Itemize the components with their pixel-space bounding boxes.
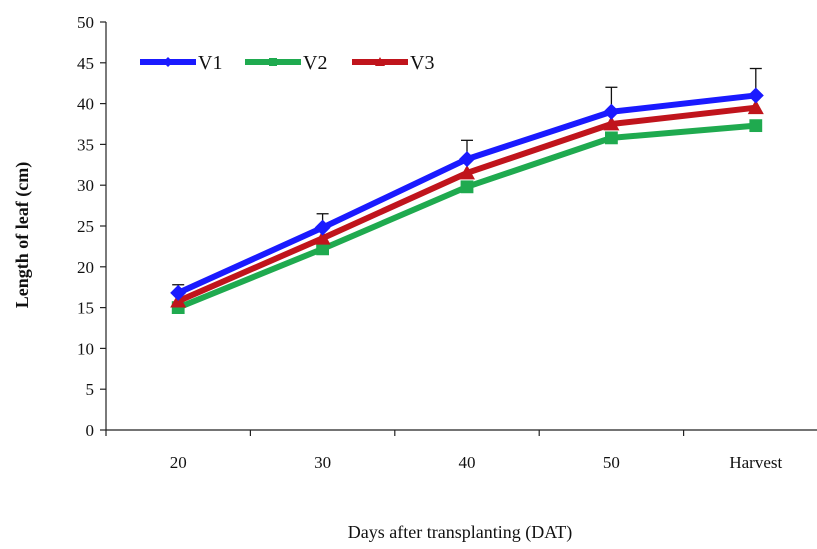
x-axis-title: Days after transplanting (DAT) bbox=[348, 522, 572, 543]
legend-label: V1 bbox=[198, 52, 222, 74]
legend-label: V2 bbox=[303, 52, 327, 74]
legend-label: V3 bbox=[410, 52, 434, 74]
data-point bbox=[603, 103, 620, 120]
data-point bbox=[605, 131, 618, 145]
y-tick-label: 25 bbox=[77, 217, 94, 236]
data-point bbox=[314, 230, 331, 245]
data-point bbox=[269, 58, 277, 66]
data-point bbox=[163, 57, 173, 67]
y-tick-label: 45 bbox=[77, 54, 94, 73]
y-axis-title: Length of leaf (cm) bbox=[12, 162, 33, 308]
data-point bbox=[375, 57, 385, 66]
data-point bbox=[747, 99, 764, 115]
series-v1 bbox=[170, 67, 764, 301]
y-tick-label: 5 bbox=[86, 380, 95, 399]
legend-item-v3: V3 bbox=[352, 52, 434, 74]
data-point bbox=[749, 119, 763, 133]
data-point bbox=[747, 87, 764, 104]
x-tick-label: 20 bbox=[170, 453, 187, 472]
series-v3 bbox=[170, 99, 764, 308]
x-tick-label: 50 bbox=[603, 453, 620, 472]
y-tick-label: 50 bbox=[77, 13, 94, 32]
data-point bbox=[314, 219, 331, 236]
series-v2 bbox=[171, 119, 763, 314]
legend-item-v2: V2 bbox=[245, 52, 327, 74]
legend-item-v1: V1 bbox=[140, 52, 222, 74]
axes: 0 5 10 15 20 25 30 35 40 45 50 20 30 40 50 Harvest bbox=[77, 13, 817, 472]
data-point bbox=[170, 284, 187, 301]
y-tick-label: 35 bbox=[77, 135, 94, 154]
y-tick-label: 20 bbox=[77, 258, 94, 277]
y-tick-label: 30 bbox=[77, 176, 94, 195]
data-point bbox=[459, 151, 475, 168]
x-tick-label: Harvest bbox=[729, 453, 782, 472]
y-tick-label: 15 bbox=[77, 299, 94, 318]
x-tick-label: 30 bbox=[314, 453, 331, 472]
legend: V1 V2 V3 bbox=[140, 52, 434, 74]
data-point bbox=[603, 116, 620, 131]
data-point bbox=[316, 242, 329, 256]
series-layer bbox=[170, 67, 764, 314]
y-tick-label: 0 bbox=[86, 421, 95, 440]
y-tick-label: 40 bbox=[77, 95, 94, 114]
data-point bbox=[460, 180, 474, 194]
y-tick-label: 10 bbox=[77, 339, 94, 358]
data-point bbox=[459, 164, 475, 180]
x-tick-label: 40 bbox=[459, 453, 476, 472]
